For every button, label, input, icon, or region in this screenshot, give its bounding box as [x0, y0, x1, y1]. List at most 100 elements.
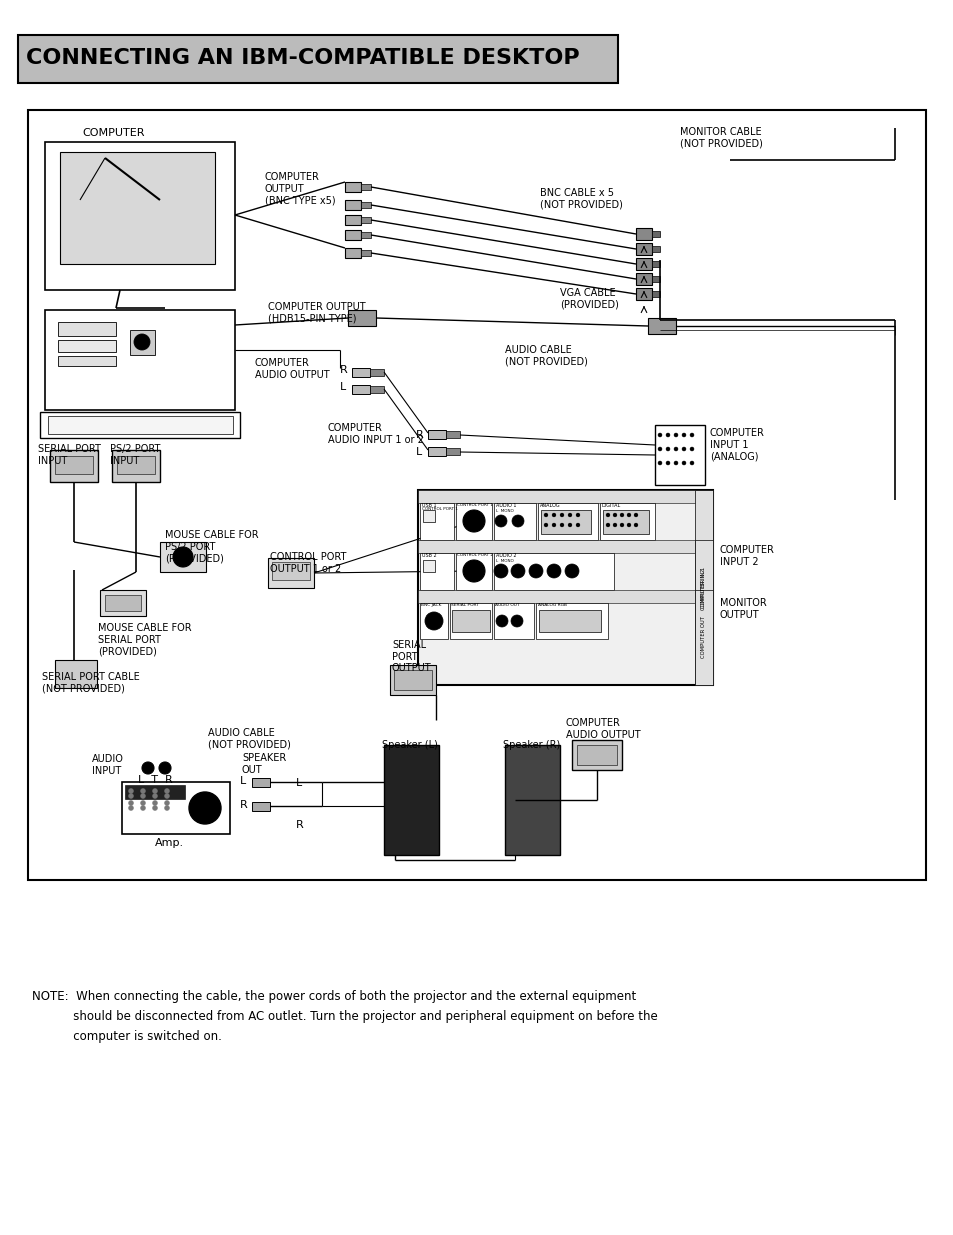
- Text: L  MONO: L MONO: [496, 509, 514, 513]
- Bar: [58, 340, 116, 352]
- Text: PS/2 PORT
INPUT: PS/2 PORT INPUT: [110, 445, 160, 466]
- Circle shape: [658, 447, 661, 451]
- Text: AUDIO 2: AUDIO 2: [496, 553, 516, 558]
- Circle shape: [552, 522, 556, 527]
- Text: COMPUTER
INPUT 2: COMPUTER INPUT 2: [720, 545, 774, 567]
- Bar: [122, 782, 230, 834]
- Circle shape: [543, 522, 547, 527]
- Bar: [494, 503, 536, 540]
- Bar: [494, 603, 534, 638]
- Bar: [577, 745, 617, 764]
- Bar: [55, 456, 92, 474]
- Bar: [504, 745, 559, 855]
- Bar: [268, 558, 314, 588]
- Bar: [112, 450, 160, 482]
- Circle shape: [605, 522, 609, 527]
- Bar: [360, 232, 371, 238]
- Text: L  MONO: L MONO: [496, 559, 514, 563]
- Text: USB 1: USB 1: [421, 503, 436, 508]
- Bar: [28, 110, 925, 881]
- Bar: [384, 745, 438, 855]
- Circle shape: [658, 433, 661, 437]
- Bar: [252, 802, 270, 811]
- Text: Amp.: Amp.: [154, 839, 184, 848]
- Bar: [428, 430, 446, 438]
- Circle shape: [164, 788, 170, 794]
- Circle shape: [129, 805, 133, 810]
- Bar: [345, 230, 360, 240]
- Bar: [18, 35, 618, 83]
- Bar: [494, 553, 614, 590]
- Bar: [572, 740, 621, 769]
- Circle shape: [689, 461, 693, 466]
- Text: CONNECTING AN IBM-COMPATIBLE DESKTOP: CONNECTING AN IBM-COMPATIBLE DESKTOP: [26, 48, 579, 68]
- Bar: [100, 590, 146, 616]
- Circle shape: [665, 447, 669, 451]
- Circle shape: [140, 794, 146, 799]
- Bar: [417, 540, 695, 553]
- Circle shape: [142, 762, 153, 774]
- Circle shape: [658, 461, 661, 466]
- Circle shape: [559, 513, 563, 517]
- Circle shape: [140, 805, 146, 810]
- Bar: [446, 431, 459, 438]
- Text: COMPUTER
INPUT 1
(ANALOG): COMPUTER INPUT 1 (ANALOG): [709, 429, 764, 461]
- Bar: [636, 288, 651, 300]
- Bar: [419, 603, 448, 638]
- Bar: [651, 291, 659, 296]
- Circle shape: [619, 522, 623, 527]
- Text: BNC JACK: BNC JACK: [420, 603, 441, 606]
- Text: COMPUTER
AUDIO OUTPUT: COMPUTER AUDIO OUTPUT: [565, 718, 640, 740]
- Text: USB 2: USB 2: [421, 553, 436, 558]
- Bar: [428, 447, 446, 456]
- Bar: [117, 456, 154, 474]
- Circle shape: [626, 522, 630, 527]
- Circle shape: [512, 515, 523, 527]
- Bar: [419, 503, 454, 540]
- Bar: [540, 510, 590, 534]
- Text: SPEAKER
OUT: SPEAKER OUT: [242, 753, 286, 774]
- Circle shape: [546, 564, 560, 578]
- Text: CONTROL PORT 1: CONTROL PORT 1: [456, 503, 493, 508]
- Circle shape: [152, 805, 157, 810]
- Text: L  T  R: L T R: [138, 776, 172, 785]
- Bar: [537, 503, 598, 540]
- Circle shape: [469, 566, 478, 576]
- Bar: [48, 416, 233, 433]
- Bar: [345, 248, 360, 258]
- Circle shape: [164, 805, 170, 810]
- Text: CONTROL PORT 1: CONTROL PORT 1: [421, 508, 457, 511]
- Circle shape: [665, 433, 669, 437]
- Text: COMPUTER IN 2: COMPUTER IN 2: [700, 568, 706, 610]
- Bar: [55, 659, 97, 688]
- Circle shape: [567, 513, 572, 517]
- Bar: [695, 540, 712, 638]
- Text: Speaker (R): Speaker (R): [502, 740, 559, 750]
- Text: R: R: [416, 430, 423, 440]
- Text: L: L: [295, 778, 302, 788]
- Circle shape: [424, 613, 442, 630]
- Bar: [636, 273, 651, 285]
- Bar: [60, 152, 214, 264]
- Text: L: L: [240, 776, 246, 785]
- Circle shape: [673, 447, 678, 451]
- Bar: [417, 590, 695, 603]
- Text: COMPUTER OUT: COMPUTER OUT: [700, 616, 706, 658]
- Bar: [130, 330, 154, 354]
- Text: SERIAL
PORT
OUTPUT: SERIAL PORT OUTPUT: [392, 640, 431, 673]
- Text: AUDIO 1: AUDIO 1: [496, 503, 516, 508]
- Circle shape: [164, 800, 170, 805]
- Bar: [446, 448, 459, 454]
- Bar: [352, 385, 370, 394]
- Bar: [651, 246, 659, 252]
- Circle shape: [552, 513, 556, 517]
- Circle shape: [140, 800, 146, 805]
- Circle shape: [576, 513, 579, 517]
- Circle shape: [681, 461, 685, 466]
- Bar: [536, 603, 607, 638]
- Circle shape: [673, 461, 678, 466]
- Text: CONTROL PORT
OUTPUT 1 or 2: CONTROL PORT OUTPUT 1 or 2: [270, 552, 346, 573]
- Text: COMPUTER: COMPUTER: [82, 128, 144, 138]
- Bar: [58, 322, 116, 336]
- Circle shape: [129, 800, 133, 805]
